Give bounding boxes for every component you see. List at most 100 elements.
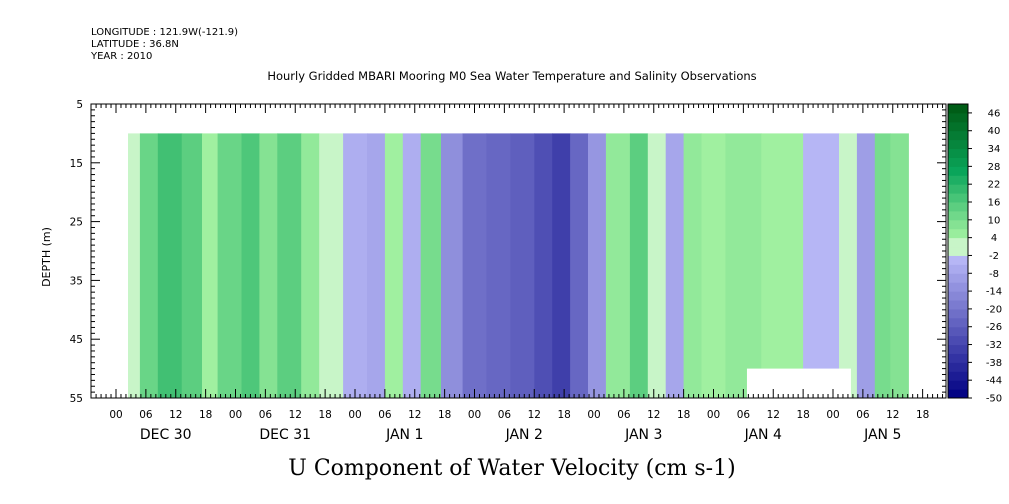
colorbar-label: -20 [986, 304, 1002, 315]
x-day-label: JAN 4 [744, 427, 782, 443]
x-day-label: DEC 30 [140, 427, 192, 443]
heatmap-cell [157, 133, 183, 398]
colorbar-swatch [948, 317, 968, 328]
heatmap-cell [725, 133, 762, 398]
colorbar-swatch [948, 219, 968, 230]
heatmap-cell [384, 133, 404, 398]
colorbar-swatch [948, 255, 968, 265]
colorbar-label: -14 [986, 287, 1002, 298]
latitude-label: LATITUDE : 36.8N [91, 39, 179, 50]
colorbar-label: -8 [989, 269, 999, 280]
x-tick-label: 06 [139, 409, 153, 421]
colorbar-label: 22 [988, 180, 1001, 191]
y-tick-label: 25 [70, 217, 83, 229]
x-tick-label: 06 [856, 409, 870, 421]
colorbar-swatch [948, 237, 968, 248]
axes: 5 15 25 35 45 55 00 06 12 18 00 06 12 18 00 06 12 18 00 06 1… [70, 99, 947, 443]
x-tick-label: 06 [617, 409, 631, 421]
colorbar-swatch [948, 246, 968, 256]
colorbar-swatch [948, 184, 968, 194]
heatmap-cell [588, 133, 607, 398]
colorbar-swatch [948, 157, 968, 167]
x-tick-label: 12 [289, 409, 302, 421]
heatmap-cell [874, 133, 891, 398]
colorbar-swatch [948, 228, 968, 239]
x-tick-label: 00 [109, 409, 122, 421]
x-day-label: JAN 5 [863, 427, 901, 443]
y-tick-label: 45 [70, 334, 83, 346]
x-tick-label: 06 [737, 409, 751, 421]
x-tick-label: 00 [587, 409, 600, 421]
colorbar-swatch [948, 130, 968, 141]
heatmap-cell [319, 133, 344, 398]
heatmap-cell [441, 133, 464, 398]
colorbar-label: 16 [988, 198, 1001, 209]
y-tick-label: 5 [76, 99, 83, 111]
heatmap-cell [139, 133, 159, 398]
x-tick-label: 18 [318, 409, 331, 421]
heatmap-cell [803, 133, 840, 398]
x-tick-label: 12 [647, 409, 660, 421]
x-tick-label: 00 [468, 409, 481, 421]
y-tick-label: 55 [70, 393, 83, 405]
colorbar-swatch [948, 273, 968, 283]
x-tick-label: 18 [916, 409, 929, 421]
longitude-label: LONGITUDE : 121.9W(-121.9) [91, 27, 238, 38]
colorbar-swatch [948, 308, 968, 319]
colorbar-swatch [948, 264, 968, 274]
x-tick-label: 18 [557, 409, 570, 421]
heatmap-cell [890, 133, 909, 398]
colorbar-label: -2 [989, 251, 999, 262]
heatmap-cell [683, 133, 703, 398]
colorbar-label: -50 [986, 394, 1002, 405]
heatmap-cell [420, 133, 442, 398]
colorbar: 46 40 34 28 22 16 10 4 -2 -8 -14 -20 -26 -32 -38 -44 -50 [947, 103, 1002, 405]
y-axis-label: DEPTH (m) [40, 227, 53, 287]
colorbar-swatch [948, 282, 968, 292]
colorbar-label: -26 [986, 322, 1002, 333]
year-label: YEAR : 2010 [90, 51, 152, 62]
colorbar-swatch [948, 202, 968, 212]
header-info: LONGITUDE : 121.9W(-121.9) LATITUDE : 36… [90, 27, 238, 62]
colorbar-swatch [948, 148, 968, 158]
colorbar-swatch [948, 139, 968, 150]
colorbar-swatch [948, 166, 968, 176]
heatmap-cell [241, 133, 260, 398]
heatmap-cell [647, 133, 667, 398]
colorbar-label: 34 [988, 144, 1001, 155]
heatmap-cell [701, 133, 726, 398]
y-tick-label: 35 [70, 275, 83, 287]
heatmap-cell [367, 133, 386, 398]
x-tick-label: 00 [229, 409, 242, 421]
x-tick-label: 18 [199, 409, 212, 421]
plot-area [91, 104, 946, 398]
heatmap-cell [259, 133, 278, 398]
x-tick-label: 06 [259, 409, 273, 421]
heatmap-cell [856, 133, 876, 398]
colorbar-swatch [948, 175, 968, 185]
heatmap-cell [181, 133, 203, 398]
heatmap-cell [552, 133, 571, 398]
heatmap-cell [510, 133, 535, 398]
colorbar-swatch [948, 389, 968, 399]
heatmap-cell [301, 133, 320, 398]
colorbar-label: -32 [986, 340, 1002, 351]
x-tick-label: 12 [169, 409, 182, 421]
heatmap-cell [217, 133, 243, 398]
x-tick-label: 00 [707, 409, 720, 421]
colorbar-swatch [948, 371, 968, 381]
colorbar-swatch [948, 210, 968, 221]
heatmap-cell [534, 133, 553, 398]
colorbar-swatch [948, 362, 968, 372]
x-tick-label: 18 [438, 409, 451, 421]
colorbar-label: 46 [988, 108, 1001, 119]
x-tick-label: 06 [378, 409, 392, 421]
x-tick-label: 12 [528, 409, 541, 421]
colorbar-label: -44 [986, 376, 1002, 387]
colorbar-swatch [948, 291, 968, 301]
heatmap-cell [202, 133, 219, 398]
heatmap-cell [402, 133, 422, 398]
colorbar-swatch [948, 300, 968, 310]
colorbar-label: -38 [986, 358, 1002, 369]
